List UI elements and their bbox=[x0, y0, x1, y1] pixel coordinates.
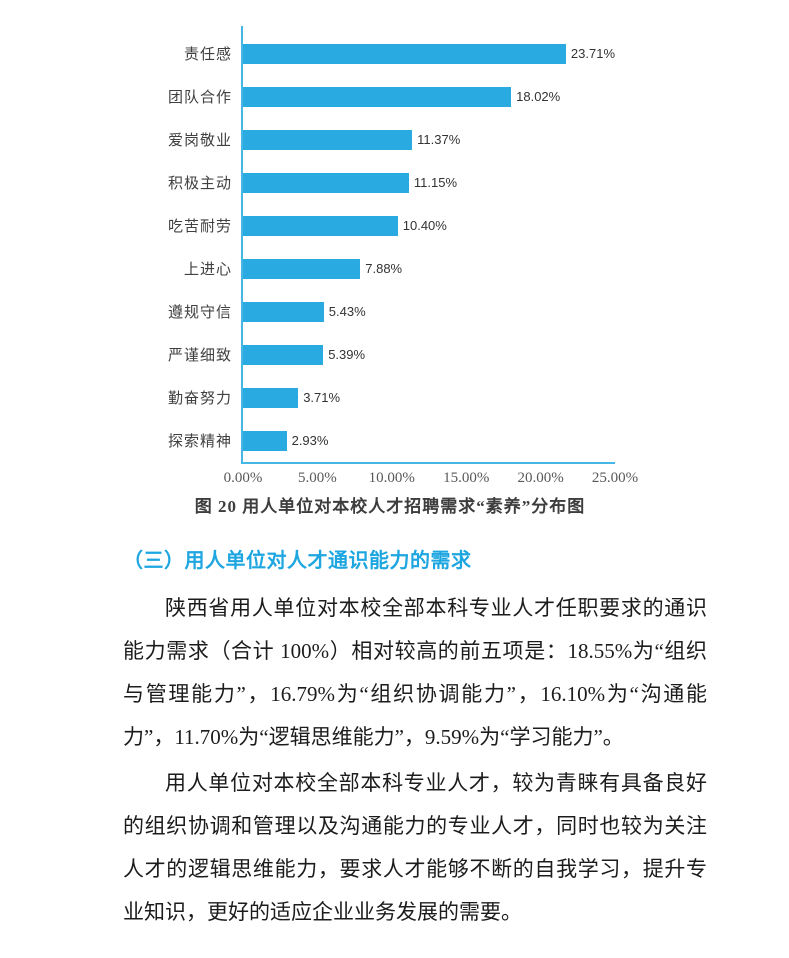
bar bbox=[243, 86, 512, 107]
bar-value-label: 7.88% bbox=[365, 261, 403, 276]
bar-row: 3.71% bbox=[243, 376, 615, 419]
bar-value-label: 23.71% bbox=[570, 46, 615, 61]
bar-row: 2.93% bbox=[243, 419, 615, 462]
bar-value-label: 18.02% bbox=[516, 89, 561, 104]
bar bbox=[243, 172, 409, 193]
chart-plot-area: 责任感团队合作爱岗敬业积极主动吃苦耐劳上进心遵规守信严谨细致勤奋努力探索精神 2… bbox=[147, 26, 639, 464]
bar-row: 23.71% bbox=[243, 32, 615, 75]
bar-chart-figure: 责任感团队合作爱岗敬业积极主动吃苦耐劳上进心遵规守信严谨细致勤奋努力探索精神 2… bbox=[147, 26, 639, 517]
bar-value-label: 2.93% bbox=[291, 433, 329, 448]
bar-row: 11.15% bbox=[243, 161, 615, 204]
bar-row: 7.88% bbox=[243, 247, 615, 290]
x-axis-tick-label: 15.00% bbox=[443, 470, 490, 486]
x-axis-tick-label: 5.00% bbox=[298, 470, 337, 486]
x-axis-tick-label: 20.00% bbox=[517, 470, 564, 486]
bar-value-label: 11.15% bbox=[413, 175, 458, 190]
bar bbox=[243, 129, 413, 150]
chart-category-axis: 责任感团队合作爱岗敬业积极主动吃苦耐劳上进心遵规守信严谨细致勤奋努力探索精神 bbox=[147, 26, 241, 464]
bar bbox=[243, 301, 324, 322]
bar bbox=[243, 430, 287, 451]
body-text: 陕西省用人单位对本校全部本科专业人才任职要求的通识能力需求（合计 100%）相对… bbox=[123, 587, 707, 934]
bar-value-label: 5.43% bbox=[328, 304, 366, 319]
bar-row: 18.02% bbox=[243, 75, 615, 118]
bar-row: 10.40% bbox=[243, 204, 615, 247]
category-label: 责任感 bbox=[183, 47, 232, 63]
bar-value-label: 11.37% bbox=[417, 132, 461, 147]
bar-value-label: 3.71% bbox=[303, 390, 341, 405]
bar-row: 5.39% bbox=[243, 333, 615, 376]
section-heading: （三）用人单位对人才通识能力的需求 bbox=[123, 550, 472, 572]
bar-row: 5.43% bbox=[243, 290, 615, 333]
paragraph: 陕西省用人单位对本校全部本科专业人才任职要求的通识能力需求（合计 100%）相对… bbox=[123, 596, 707, 749]
category-label: 团队合作 bbox=[167, 90, 232, 106]
chart-bars-area: 23.71% 18.02% 11.37% 11.15% 10.40% 7.88% 5.43%… bbox=[241, 26, 615, 464]
category-label: 探索精神 bbox=[167, 434, 232, 450]
bar bbox=[243, 258, 361, 279]
figure-caption: 图 20 用人单位对本校人才招聘需求“素养”分布图 bbox=[194, 497, 586, 516]
category-label: 遵规守信 bbox=[167, 305, 232, 321]
bar bbox=[243, 43, 566, 64]
category-label: 积极主动 bbox=[167, 176, 232, 192]
x-axis-tick-label: 10.00% bbox=[368, 470, 415, 486]
chart-x-axis-ticks: 0.00% 5.00% 10.00% 15.00% 20.00% 25.00% bbox=[224, 464, 639, 489]
x-axis-tick-label: 25.00% bbox=[591, 470, 639, 486]
category-label: 上进心 bbox=[183, 262, 232, 278]
bar bbox=[243, 387, 299, 408]
category-label: 严谨细致 bbox=[167, 348, 232, 364]
x-axis-tick-label: 0.00% bbox=[223, 470, 263, 486]
bar-value-label: 5.39% bbox=[328, 347, 366, 362]
bar bbox=[243, 215, 398, 236]
category-label: 爱岗敬业 bbox=[167, 133, 232, 149]
bar bbox=[243, 344, 324, 365]
category-label: 吃苦耐劳 bbox=[167, 219, 232, 235]
category-label: 勤奋努力 bbox=[167, 391, 232, 407]
paragraph: 用人单位对本校全部本科专业人才，较为青睐有具备良好的组织协调和管理以及沟通能力的… bbox=[123, 771, 707, 924]
bar-row: 11.37% bbox=[243, 118, 615, 161]
bar-value-label: 10.40% bbox=[402, 218, 447, 233]
